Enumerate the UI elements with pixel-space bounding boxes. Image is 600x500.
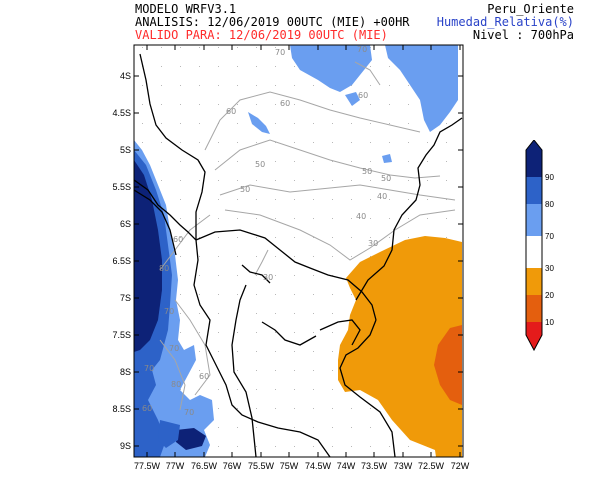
lat-tick-label: 8.5S [112, 404, 131, 414]
humidity-70-region-north [290, 45, 372, 92]
humidity-90-region-west [134, 160, 162, 352]
analysis-time: ANALISIS: 12/06/2019 00UTC (MIE) +00HR [135, 15, 410, 29]
legend-label: 30 [545, 264, 554, 273]
legend-label: 70 [545, 232, 554, 241]
lat-tick-label: 4S [120, 71, 131, 81]
legend-labels: 90 80 70 30 20 10 [545, 173, 554, 327]
legend-swatch-70 [526, 204, 542, 236]
contour-label: 70 [169, 344, 179, 353]
contour-label: 80 [159, 264, 169, 273]
country-borders [134, 53, 463, 457]
humidity-80-patch-south [158, 420, 180, 448]
contour-label: 30 [263, 273, 273, 282]
contour-label: 70 [275, 48, 285, 57]
lat-tick-label: 6S [120, 219, 131, 229]
contour-label: 70 [184, 408, 194, 417]
contour-label: 60 [358, 91, 368, 100]
model-title: MODELO WRFV3.1 [135, 2, 237, 16]
contour-label: 50 [255, 160, 265, 169]
contour-label: 70 [144, 364, 154, 373]
contour-label: 30 [368, 239, 378, 248]
legend-swatch-80 [526, 177, 542, 204]
lon-tick-label: 76.5W [191, 461, 218, 471]
lat-tick-label: 7.5S [112, 330, 131, 340]
humidity-70-patch-a [248, 112, 270, 134]
legend-swatch-30 [526, 268, 542, 295]
lat-tick-label: 5.5S [112, 182, 131, 192]
lat-tick-label: 6.5S [112, 256, 131, 266]
contour-label: 60 [142, 404, 152, 413]
contour-label: 50 [381, 174, 391, 183]
contour-label: 40 [356, 212, 366, 221]
latitude-axis: 4S 4.5S 5S 5.5S 6S 6.5S 7S 7.5S 8S 8.5S 9S [112, 71, 463, 451]
humidity-70-patch-c [382, 154, 392, 163]
legend-swatch-neutral [526, 236, 542, 268]
map-field: 70 70 60 60 50 50 50 40 40 30 30 60 80 70 70 60 80 70 60 70… [134, 45, 463, 457]
legend-outline [525, 140, 543, 352]
contour-label: 80 [171, 380, 181, 389]
contour-label: 60 [280, 99, 290, 108]
contour-label: 60 [173, 235, 183, 244]
lon-tick-label: 76W [223, 461, 242, 471]
lon-tick-label: 75W [280, 461, 299, 471]
legend-swatch-90 [526, 140, 542, 177]
lon-tick-label: 74.5W [305, 461, 332, 471]
humidity-90-patch-south [176, 428, 206, 450]
longitude-axis: 77.5W 77W 76.5W 76W 75.5W 75W 74.5W 74W 73.5W 73W… [134, 45, 470, 471]
region-name: Peru_Oriente [487, 2, 574, 16]
lat-tick-label: 9S [120, 441, 131, 451]
pressure-level: Nivel : 700hPa [472, 28, 574, 42]
legend-label: 80 [545, 200, 554, 209]
humidity-70-region-northeast [385, 45, 458, 132]
legend-swatch-10 [526, 322, 542, 350]
lat-tick-label: 5S [120, 145, 131, 155]
lon-tick-label: 72.5W [418, 461, 445, 471]
contour-label: 60 [199, 372, 209, 381]
lat-tick-label: 8S [120, 367, 131, 377]
contour-label: 70 [164, 307, 174, 316]
valid-time: VALIDO PARA: 12/06/2019 00UTC (MIE) [135, 28, 388, 42]
contour-label: 50 [240, 185, 250, 194]
legend-label: 20 [545, 291, 554, 300]
humidity-20-region-east [434, 325, 462, 405]
lat-tick-label: 4.5S [112, 108, 131, 118]
contour-label: 50 [362, 167, 372, 176]
color-legend: 90 80 70 30 20 10 [525, 140, 554, 352]
legend-label: 90 [545, 173, 554, 182]
contour-labels: 70 70 60 60 50 50 50 40 40 30 30 60 80 70 70 60 80 70 60 70… [142, 45, 391, 417]
legend-swatch-20 [526, 295, 542, 322]
lon-tick-label: 73W [394, 461, 413, 471]
humidity-30-region-east [338, 236, 462, 457]
contour-label: 70 [357, 45, 367, 54]
contour-label: 40 [377, 192, 387, 201]
humidity-70-patch-b [345, 92, 360, 106]
lat-tick-label: 7S [120, 293, 131, 303]
map-frame [133, 44, 464, 458]
lon-tick-label: 75.5W [248, 461, 275, 471]
contour-label: 60 [226, 107, 236, 116]
lon-tick-label: 73.5W [361, 461, 388, 471]
variable-name: Humedad_Relativa(%) [436, 15, 574, 29]
legend-label: 10 [545, 318, 554, 327]
lon-tick-label: 72W [451, 461, 470, 471]
lon-tick-label: 77.5W [134, 461, 161, 471]
rh-contours [159, 61, 456, 411]
lon-tick-label: 77W [166, 461, 185, 471]
lon-tick-label: 74W [337, 461, 356, 471]
